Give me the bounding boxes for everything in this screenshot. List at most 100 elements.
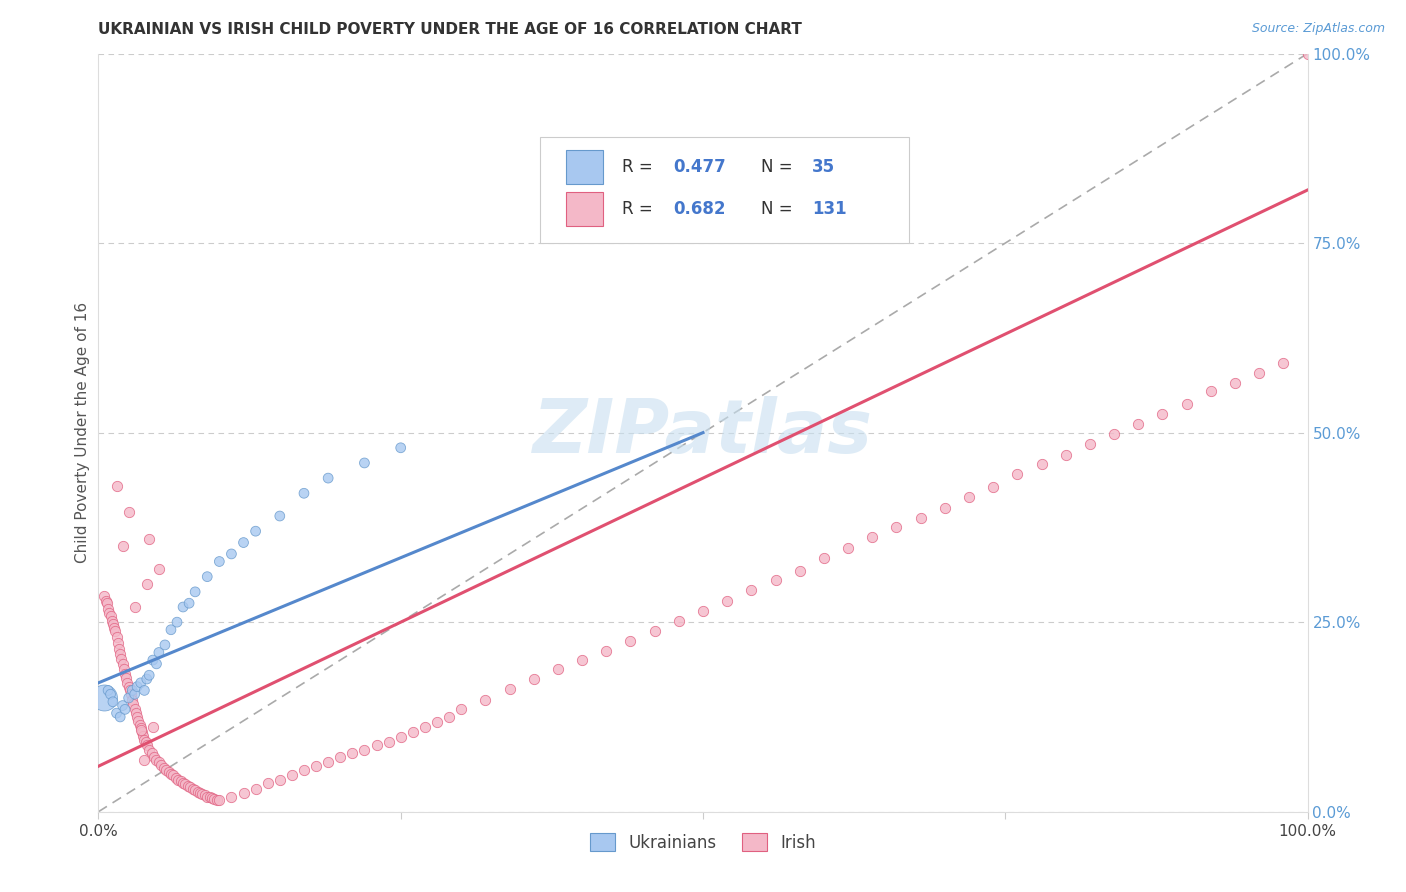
Point bbox=[127, 680, 149, 694]
Point bbox=[195, 570, 218, 584]
Point bbox=[187, 785, 209, 799]
Point bbox=[191, 787, 214, 801]
Point bbox=[129, 721, 152, 735]
Point bbox=[138, 742, 160, 756]
Point bbox=[166, 615, 188, 630]
Point bbox=[886, 520, 908, 534]
Point bbox=[112, 662, 135, 676]
Point bbox=[134, 732, 156, 747]
Point bbox=[105, 630, 128, 644]
Point bbox=[692, 604, 714, 618]
Point bbox=[1249, 367, 1271, 381]
Point bbox=[198, 790, 221, 805]
Point bbox=[93, 691, 115, 706]
Point bbox=[740, 583, 762, 598]
Point bbox=[402, 725, 425, 739]
Point bbox=[305, 759, 328, 773]
Point bbox=[716, 594, 738, 608]
Point bbox=[152, 761, 174, 775]
Point bbox=[172, 600, 194, 615]
Point bbox=[1175, 397, 1198, 411]
Point bbox=[138, 532, 160, 546]
Point bbox=[100, 614, 122, 628]
Point bbox=[245, 781, 267, 797]
Point bbox=[155, 763, 177, 777]
Point bbox=[169, 774, 191, 789]
Point bbox=[114, 666, 136, 681]
Point bbox=[765, 574, 787, 588]
Point bbox=[135, 577, 157, 591]
Point bbox=[110, 651, 132, 665]
Point bbox=[205, 792, 228, 806]
Point bbox=[97, 683, 120, 698]
Point bbox=[121, 692, 143, 706]
Point bbox=[413, 720, 436, 734]
Point bbox=[232, 535, 254, 549]
Point bbox=[181, 781, 204, 797]
Text: UKRAINIAN VS IRISH CHILD POVERTY UNDER THE AGE OF 16 CORRELATION CHART: UKRAINIAN VS IRISH CHILD POVERTY UNDER T… bbox=[98, 22, 803, 37]
Point bbox=[269, 508, 291, 523]
Point bbox=[813, 550, 835, 565]
Point bbox=[114, 702, 136, 716]
Point bbox=[167, 772, 190, 787]
Point bbox=[547, 662, 569, 676]
Point bbox=[108, 641, 131, 656]
Point bbox=[437, 710, 460, 724]
Point bbox=[474, 692, 496, 706]
Text: 131: 131 bbox=[811, 200, 846, 218]
Point bbox=[125, 706, 148, 721]
Point bbox=[269, 772, 291, 787]
Point bbox=[118, 691, 141, 706]
Point bbox=[105, 706, 128, 721]
Point bbox=[103, 621, 125, 635]
Point bbox=[179, 780, 201, 795]
Point bbox=[118, 683, 141, 698]
Point bbox=[108, 710, 131, 724]
Point bbox=[644, 624, 666, 639]
Point bbox=[150, 757, 173, 772]
Bar bbox=[567, 150, 603, 185]
Point bbox=[162, 768, 184, 782]
Text: ZIPatlas: ZIPatlas bbox=[533, 396, 873, 469]
Text: Source: ZipAtlas.com: Source: ZipAtlas.com bbox=[1251, 22, 1385, 36]
Point bbox=[135, 738, 157, 752]
Point bbox=[1296, 46, 1319, 61]
Point bbox=[1102, 427, 1125, 442]
Point bbox=[981, 480, 1004, 494]
Point bbox=[135, 672, 157, 686]
Point bbox=[145, 657, 167, 671]
Point bbox=[93, 589, 115, 603]
Point bbox=[165, 771, 187, 785]
Point bbox=[160, 767, 183, 781]
Point bbox=[934, 501, 956, 516]
Point bbox=[177, 779, 200, 793]
Point bbox=[132, 729, 155, 743]
Point bbox=[595, 644, 617, 658]
Point bbox=[1078, 437, 1101, 451]
Point bbox=[195, 789, 218, 804]
Point bbox=[128, 717, 150, 731]
Point bbox=[204, 792, 226, 806]
Text: 35: 35 bbox=[811, 158, 835, 177]
Point bbox=[957, 490, 980, 504]
Text: 0.477: 0.477 bbox=[672, 158, 725, 177]
Point bbox=[124, 687, 146, 701]
Point bbox=[127, 714, 149, 728]
Point bbox=[142, 653, 165, 667]
Point bbox=[668, 614, 690, 628]
Point bbox=[1128, 417, 1150, 431]
Point bbox=[1007, 467, 1029, 482]
Point bbox=[131, 725, 153, 739]
Point bbox=[117, 676, 139, 690]
Point bbox=[389, 441, 412, 455]
Point bbox=[910, 510, 932, 524]
Point bbox=[184, 585, 207, 599]
Point bbox=[498, 681, 520, 696]
Point bbox=[256, 776, 278, 790]
Point bbox=[1152, 407, 1174, 421]
Point bbox=[157, 765, 180, 780]
Point bbox=[1031, 458, 1053, 472]
Point bbox=[353, 456, 375, 470]
Point bbox=[837, 541, 859, 555]
Text: N =: N = bbox=[761, 200, 799, 218]
